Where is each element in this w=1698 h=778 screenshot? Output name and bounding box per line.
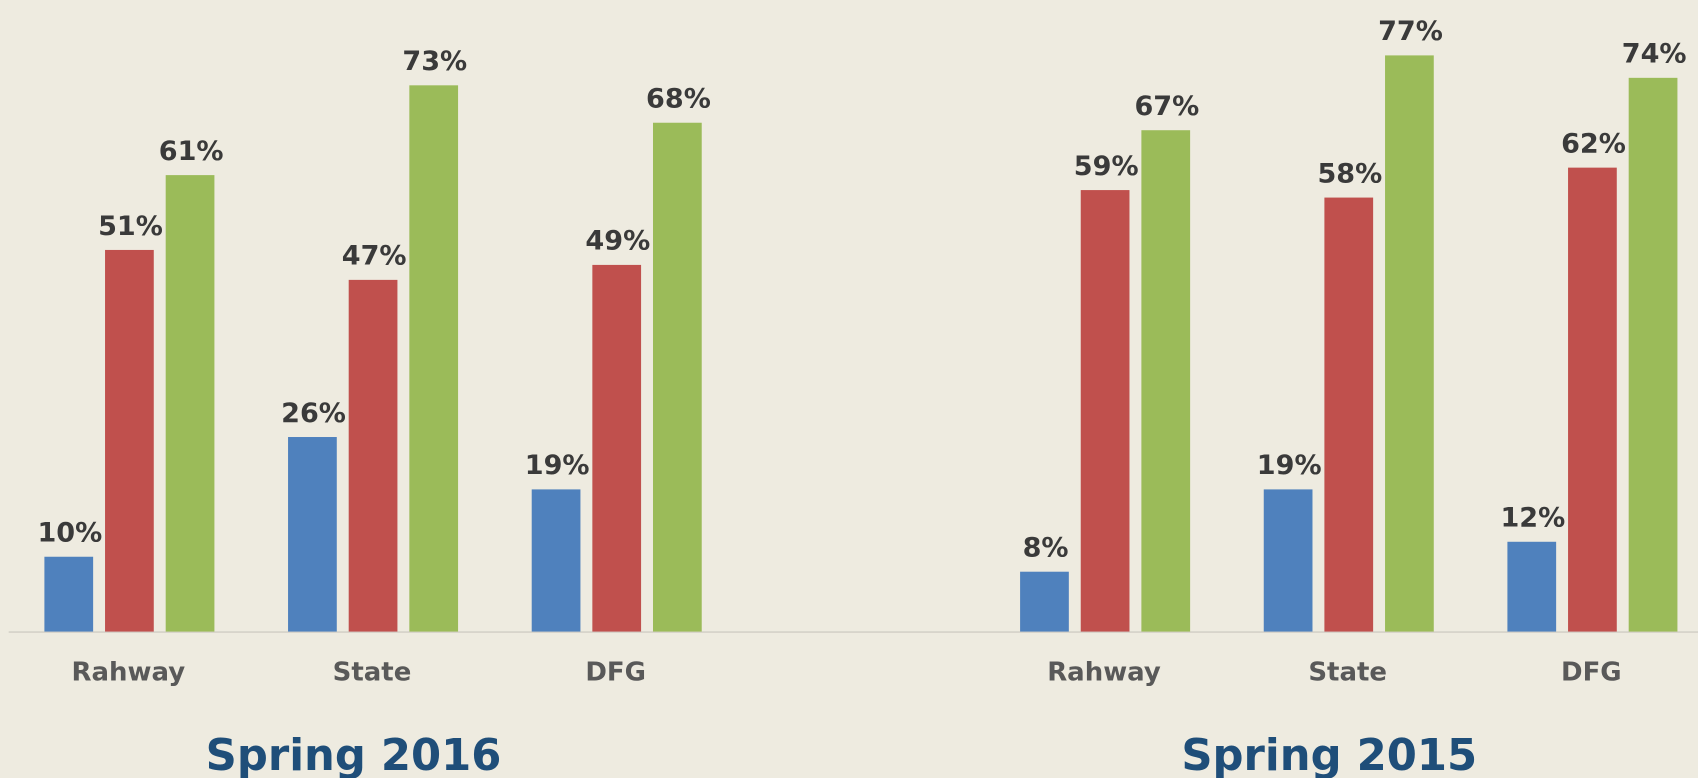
bar: [1080, 190, 1130, 632]
value-label: 19%: [525, 450, 590, 481]
value-label: 49%: [585, 226, 650, 257]
value-label: 10%: [37, 518, 102, 549]
value-label: 61%: [159, 136, 224, 167]
category-label: State: [333, 657, 412, 687]
bar: [592, 264, 642, 632]
value-label: 59%: [1074, 151, 1139, 182]
bar: [348, 279, 398, 632]
bar: [1263, 489, 1313, 632]
value-label: 62%: [1561, 128, 1626, 159]
bar: [165, 175, 215, 632]
category-label: Rahway: [71, 657, 185, 687]
group-title: Spring 2016: [206, 731, 502, 778]
bar: [531, 489, 581, 632]
bar: [105, 249, 154, 632]
value-label: 47%: [342, 241, 407, 272]
bar: [1020, 571, 1069, 632]
value-label: 12%: [1500, 503, 1565, 534]
bar: [1385, 55, 1434, 632]
bar: [1507, 541, 1557, 632]
bar: [1628, 77, 1678, 632]
bar: [1141, 130, 1191, 632]
value-label: 74%: [1622, 39, 1687, 70]
category-label: DFG: [1561, 657, 1622, 687]
value-label: 58%: [1317, 158, 1382, 189]
category-label: DFG: [585, 657, 646, 687]
group-title: Spring 2015: [1181, 731, 1477, 778]
value-label: 26%: [281, 398, 346, 429]
value-label: 51%: [98, 211, 163, 242]
bar: [652, 122, 702, 632]
value-label: 19%: [1257, 450, 1322, 481]
value-label: 77%: [1378, 16, 1443, 47]
category-label: State: [1308, 657, 1387, 687]
bar: [409, 85, 459, 632]
value-label: 73%: [402, 46, 467, 77]
bar: [1568, 167, 1617, 632]
bar: [44, 556, 94, 632]
category-label: Rahway: [1047, 657, 1161, 687]
value-label: 68%: [646, 84, 711, 115]
bar: [1324, 197, 1374, 632]
value-label: 67%: [1134, 91, 1199, 122]
bar: [288, 437, 337, 632]
value-label: 8%: [1023, 533, 1069, 564]
